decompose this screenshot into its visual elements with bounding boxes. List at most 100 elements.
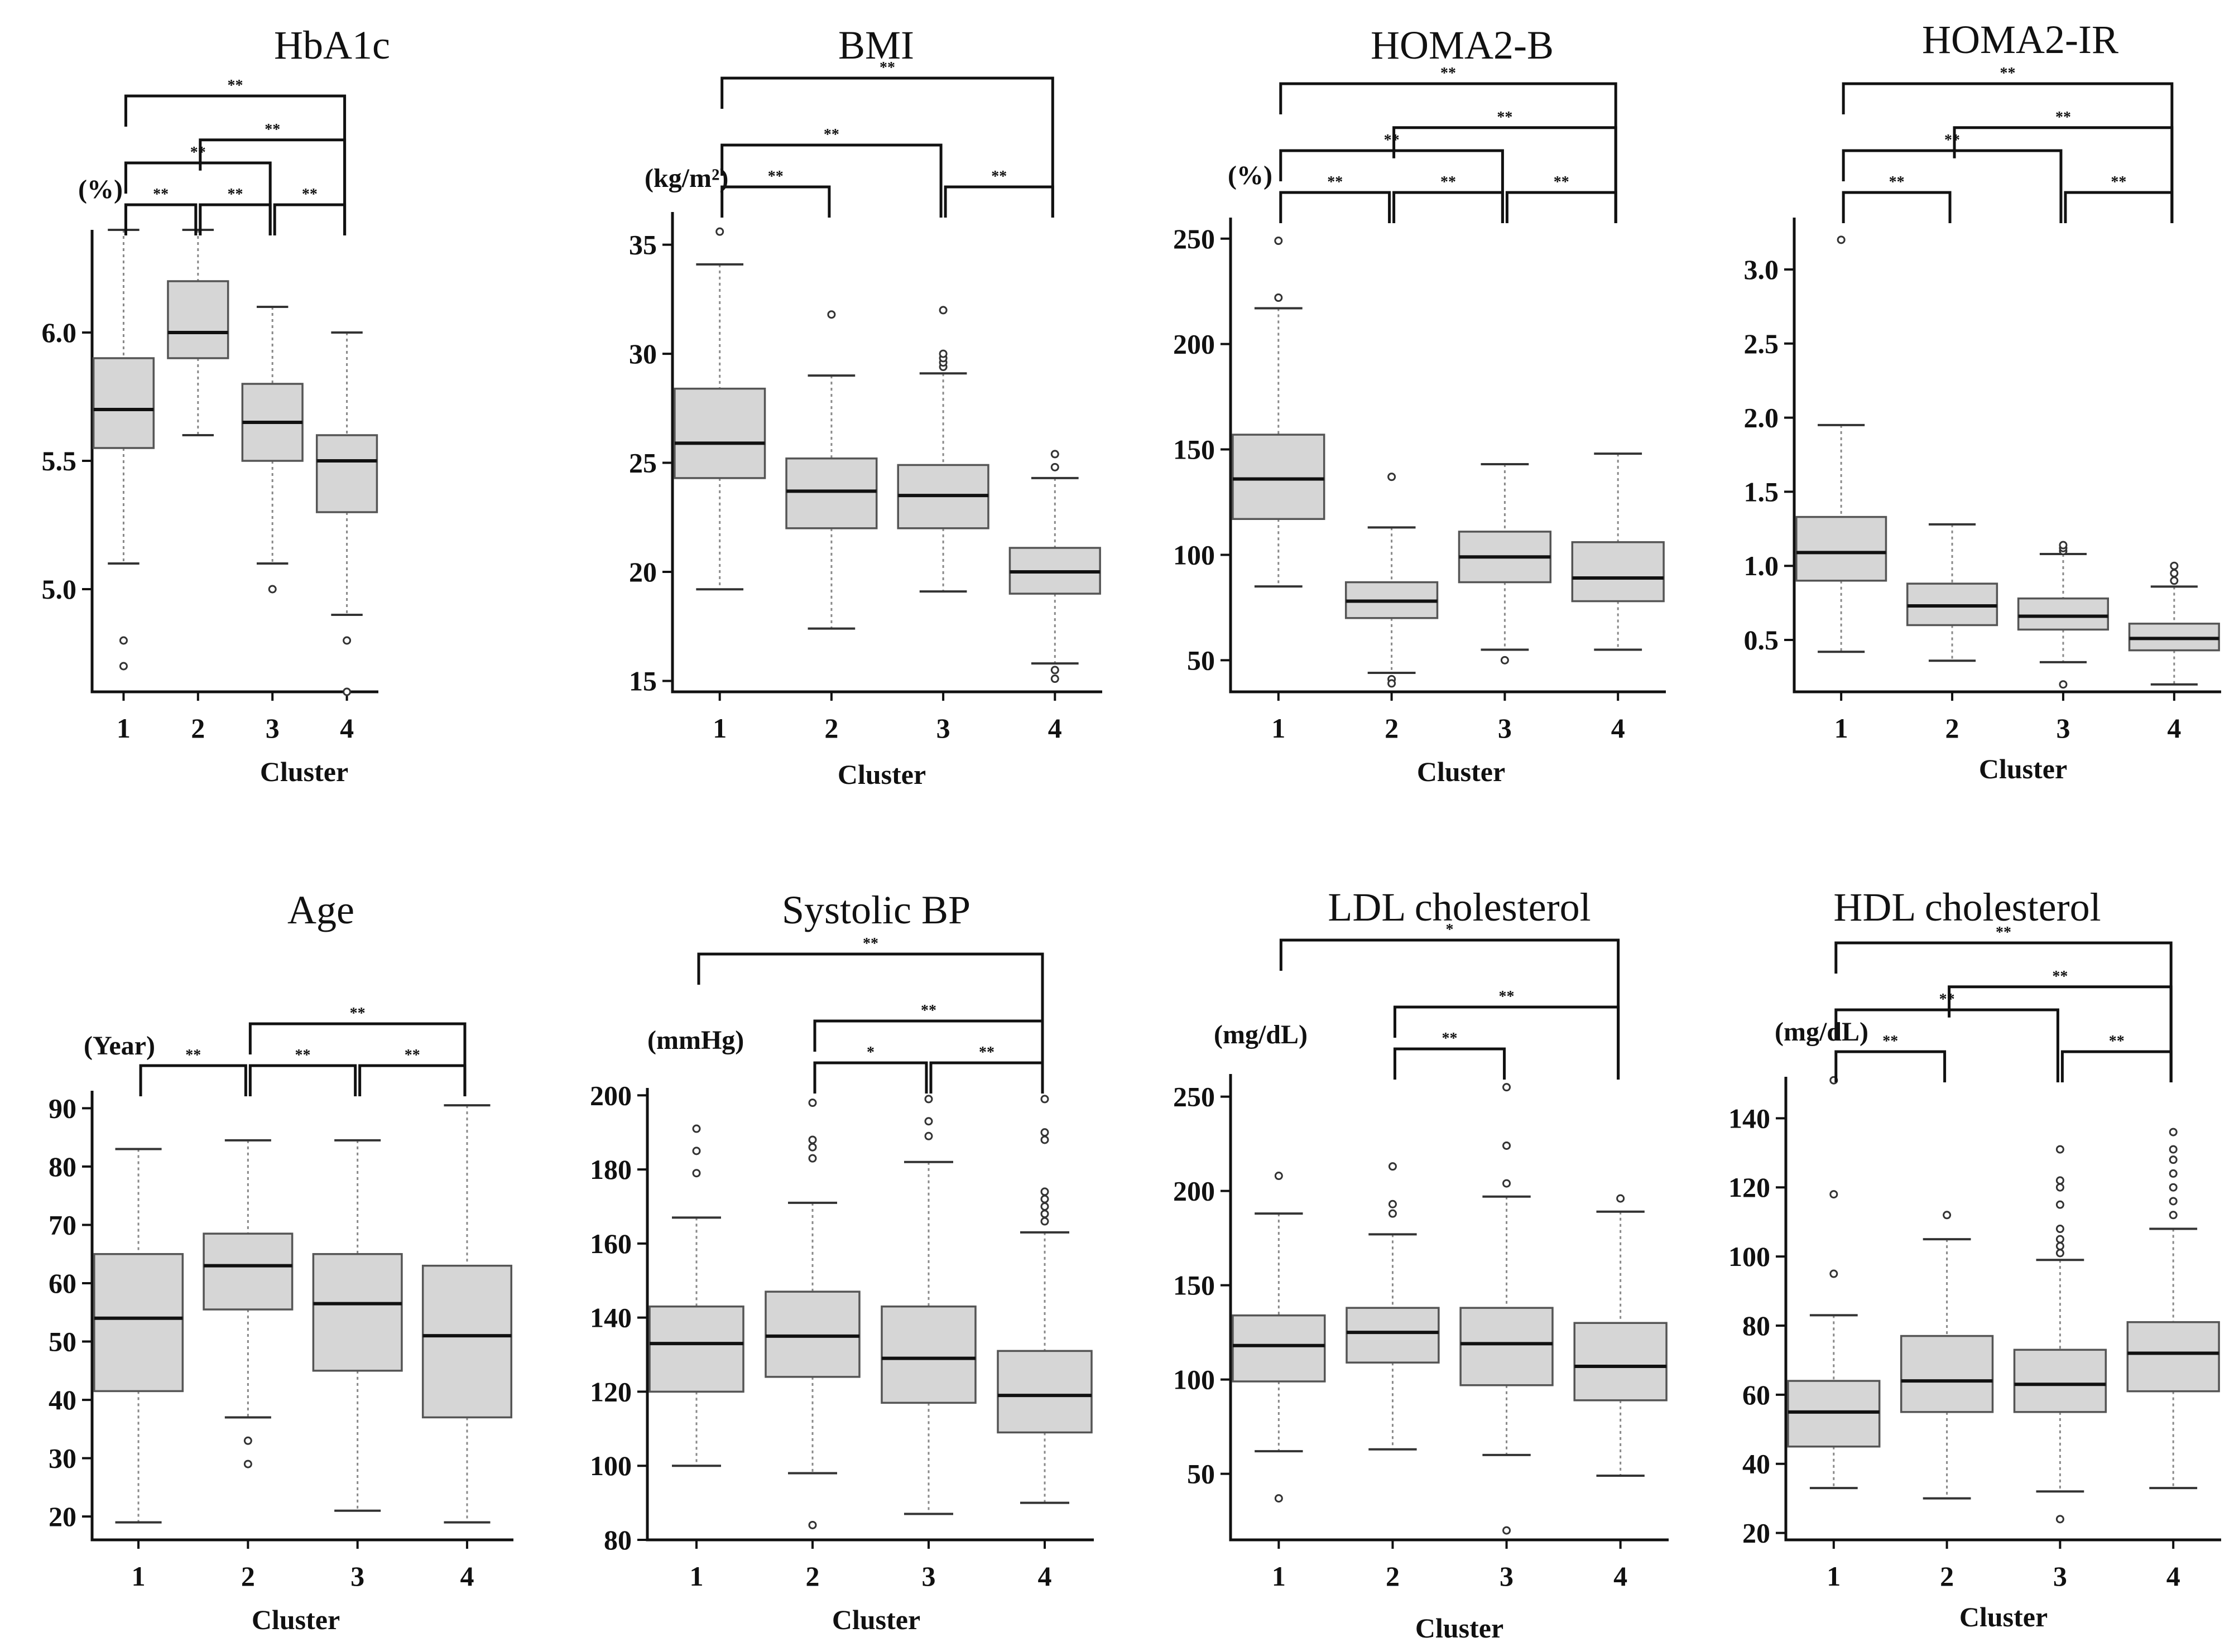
significance-bracket: ** xyxy=(944,168,1054,218)
outlier-point xyxy=(1040,1217,1049,1226)
outlier-point xyxy=(808,1154,817,1163)
outlier-point xyxy=(2055,1249,2064,1258)
box-cluster-2 xyxy=(1346,1162,1440,1451)
panel-7: LDL cholesterol (mg/dL) 50 100 150 200 250 1 2 3 4… xyxy=(1173,885,1669,1644)
bracket-line xyxy=(1953,126,2174,223)
bracket-line xyxy=(358,1064,467,1096)
axis-frame xyxy=(90,230,378,693)
box-cluster-3 xyxy=(1459,1083,1554,1535)
x-tick-label: 2 xyxy=(241,1561,255,1592)
y-tick-label: 70 xyxy=(49,1209,76,1240)
box-cluster-1 xyxy=(648,1124,744,1467)
y-tick-label: 100 xyxy=(1173,1364,1215,1395)
significance-label: ** xyxy=(2000,65,2016,82)
y-tick-label: 40 xyxy=(1742,1448,1770,1480)
outlier-point xyxy=(1050,450,1059,459)
outlier-point xyxy=(924,1117,933,1126)
x-axis-label: Cluster xyxy=(832,1604,920,1635)
significance-bracket: ** xyxy=(2064,174,2174,223)
significance-label: ** xyxy=(1889,174,1905,191)
x-axis-label: Cluster xyxy=(1959,1601,2048,1632)
y-tick-label: 2.0 xyxy=(1744,402,1779,434)
y-unit-label: (%) xyxy=(78,175,123,204)
axis-frame xyxy=(1229,218,1666,693)
bracket-line xyxy=(1842,191,1952,223)
iqr-box xyxy=(1232,1314,1326,1383)
outlier-point xyxy=(1040,1210,1049,1218)
outlier-point xyxy=(2170,576,2179,585)
outlier-point xyxy=(692,1147,701,1155)
x-tick-label: 3 xyxy=(1498,712,1512,744)
outlier-point xyxy=(2055,1200,2064,1209)
bracket-line xyxy=(944,185,1054,218)
box-cluster-2 xyxy=(785,310,878,630)
outlier-point xyxy=(1274,1494,1283,1503)
significance-bracket: ** xyxy=(1393,1030,1506,1080)
significance-label: ** xyxy=(921,1002,936,1019)
y-tick-label: 50 xyxy=(1187,644,1215,676)
y-tick-label: 120 xyxy=(590,1376,632,1407)
outlier-point xyxy=(1943,1211,1952,1220)
iqr-box xyxy=(93,1253,184,1393)
box-cluster-4 xyxy=(2128,561,2220,686)
axis-frame xyxy=(1784,1077,2221,1542)
box-cluster-3 xyxy=(897,306,989,593)
outlier-point xyxy=(2169,1169,2178,1178)
outlier-point xyxy=(1837,235,1846,244)
bracket-line xyxy=(248,1022,467,1096)
significance-label: ** xyxy=(1996,924,2011,941)
outlier-point xyxy=(2055,1183,2064,1192)
bracket-line xyxy=(1279,191,1391,223)
significance-bracket: ** xyxy=(1948,968,2173,1082)
bracket-line xyxy=(273,203,347,235)
iqr-box xyxy=(421,1264,512,1419)
x-tick-label: 3 xyxy=(922,1561,936,1592)
significance-label: ** xyxy=(405,1047,420,1064)
chart-title: BMI xyxy=(838,23,914,68)
x-tick-label: 3 xyxy=(1500,1561,1514,1592)
y-tick-label: 30 xyxy=(49,1443,76,1474)
outlier-point xyxy=(808,1099,817,1107)
box-cluster-2 xyxy=(203,1139,294,1468)
outlier-point xyxy=(1388,1162,1397,1171)
bracket-line xyxy=(1279,938,1620,1080)
chart-title: HOMA2-IR xyxy=(1922,17,2118,62)
significance-label: ** xyxy=(1499,988,1515,1005)
box-cluster-4 xyxy=(1573,1194,1668,1477)
y-tick-label: 5.0 xyxy=(42,574,77,605)
outlier-point xyxy=(1040,1095,1049,1104)
iqr-box xyxy=(2126,1321,2220,1393)
y-tick-label: 1.0 xyxy=(1744,550,1779,581)
y-tick-label: 1.5 xyxy=(1744,476,1779,507)
bracket-line xyxy=(929,1061,1044,1094)
outlier-point xyxy=(1274,293,1283,302)
x-tick-label: 2 xyxy=(1385,712,1399,744)
significance-label: ** xyxy=(1939,991,1955,1008)
significance-bracket: ** xyxy=(124,144,272,235)
bracket-line xyxy=(1392,126,1617,223)
box-cluster-1 xyxy=(1795,235,1887,653)
outlier-point xyxy=(243,1460,252,1468)
significance-label: ** xyxy=(265,121,280,138)
iqr-box xyxy=(765,1290,861,1378)
iqr-box xyxy=(1346,1307,1440,1364)
y-tick-label: 30 xyxy=(629,338,657,369)
y-tick-label: 20 xyxy=(629,556,657,587)
bracket-line xyxy=(720,185,831,218)
significance-label: ** xyxy=(1440,174,1456,191)
bracket-line xyxy=(1279,82,1617,223)
significance-label: ** xyxy=(824,126,839,143)
outlier-point xyxy=(808,1520,817,1529)
significance-label: ** xyxy=(228,77,243,94)
outlier-point xyxy=(1274,1172,1283,1181)
axis-frame xyxy=(1793,218,2221,693)
iqr-box xyxy=(167,280,229,359)
outlier-point xyxy=(1829,1190,1838,1199)
y-tick-label: 25 xyxy=(629,447,657,479)
bracket-line xyxy=(1393,1005,1620,1080)
bracket-line xyxy=(2060,1050,2173,1082)
panel-3: HOMA2-B (%) 50 100 150 200 250 1 2 3 4 Cluster ** ** *… xyxy=(1173,23,1666,787)
outlier-point xyxy=(2169,1155,2178,1164)
significance-label: ** xyxy=(2055,109,2071,126)
outlier-point xyxy=(2059,541,2068,550)
